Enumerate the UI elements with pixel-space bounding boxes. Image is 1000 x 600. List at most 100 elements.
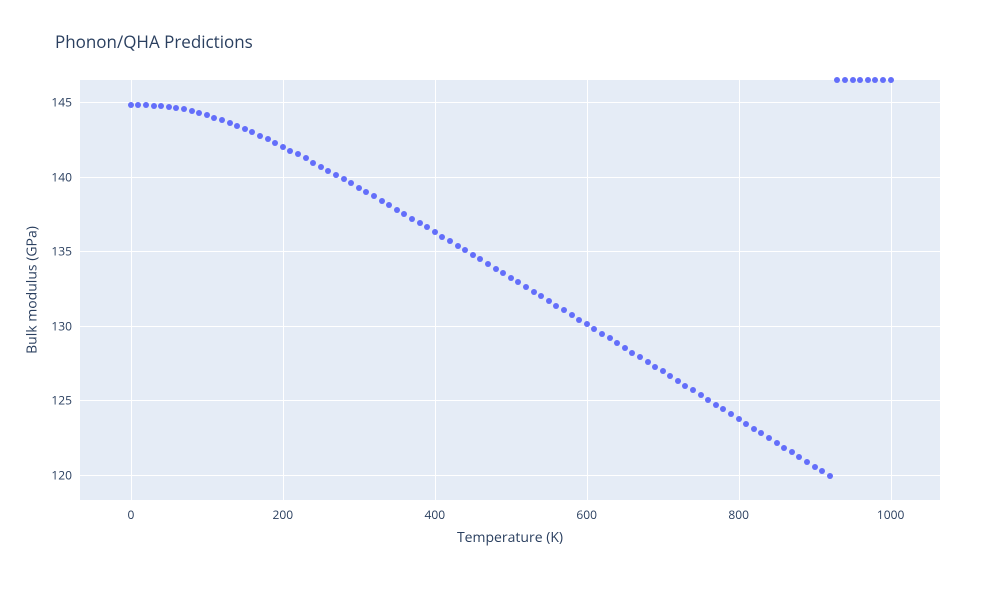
data-point[interactable] (827, 473, 833, 479)
data-point[interactable] (561, 307, 567, 313)
data-point[interactable] (462, 247, 468, 253)
data-point[interactable] (736, 416, 742, 422)
data-point[interactable] (682, 383, 688, 389)
data-point[interactable] (371, 193, 377, 199)
data-point[interactable] (508, 275, 514, 281)
data-point[interactable] (128, 102, 134, 108)
data-point[interactable] (698, 392, 704, 398)
data-point[interactable] (645, 359, 651, 365)
data-point[interactable] (287, 148, 293, 154)
data-point[interactable] (234, 123, 240, 129)
data-point[interactable] (227, 120, 233, 126)
data-point[interactable] (280, 144, 286, 150)
data-point[interactable] (151, 103, 157, 109)
data-point[interactable] (865, 77, 871, 83)
data-point[interactable] (872, 77, 878, 83)
data-point[interactable] (705, 397, 711, 403)
data-point[interactable] (812, 464, 818, 470)
data-point[interactable] (348, 180, 354, 186)
data-point[interactable] (432, 229, 438, 235)
data-point[interactable] (455, 243, 461, 249)
data-point[interactable] (242, 126, 248, 132)
data-point[interactable] (546, 298, 552, 304)
data-point[interactable] (409, 216, 415, 222)
data-point[interactable] (690, 387, 696, 393)
data-point[interactable] (888, 77, 894, 83)
data-point[interactable] (356, 185, 362, 191)
data-point[interactable] (713, 402, 719, 408)
data-point[interactable] (607, 335, 613, 341)
data-point[interactable] (325, 168, 331, 174)
data-point[interactable] (569, 312, 575, 318)
data-point[interactable] (774, 440, 780, 446)
data-point[interactable] (265, 136, 271, 142)
data-point[interactable] (333, 172, 339, 178)
data-point[interactable] (249, 129, 255, 135)
data-point[interactable] (622, 345, 628, 351)
data-point[interactable] (158, 103, 164, 109)
data-point[interactable] (850, 77, 856, 83)
data-point[interactable] (531, 289, 537, 295)
data-point[interactable] (553, 303, 559, 309)
data-point[interactable] (599, 331, 605, 337)
data-point[interactable] (257, 133, 263, 139)
data-point[interactable] (667, 373, 673, 379)
data-point[interactable] (675, 378, 681, 384)
data-point[interactable] (166, 104, 172, 110)
data-point[interactable] (758, 430, 764, 436)
data-point[interactable] (637, 354, 643, 360)
data-point[interactable] (584, 321, 590, 327)
data-point[interactable] (819, 468, 825, 474)
data-point[interactable] (493, 266, 499, 272)
data-point[interactable] (500, 270, 506, 276)
data-point[interactable] (880, 77, 886, 83)
data-point[interactable] (196, 110, 202, 116)
data-point[interactable] (272, 140, 278, 146)
data-point[interactable] (660, 368, 666, 374)
data-point[interactable] (614, 340, 620, 346)
data-point[interactable] (781, 445, 787, 451)
data-point[interactable] (652, 364, 658, 370)
data-point[interactable] (515, 279, 521, 285)
data-point[interactable] (394, 207, 400, 213)
data-point[interactable] (728, 411, 734, 417)
data-point[interactable] (424, 224, 430, 230)
data-point[interactable] (477, 256, 483, 262)
data-point[interactable] (857, 77, 863, 83)
data-point[interactable] (523, 284, 529, 290)
data-point[interactable] (804, 459, 810, 465)
data-point[interactable] (341, 176, 347, 182)
data-point[interactable] (173, 105, 179, 111)
data-point[interactable] (143, 102, 149, 108)
data-point[interactable] (576, 317, 582, 323)
data-point[interactable] (629, 350, 635, 356)
data-point[interactable] (219, 117, 225, 123)
data-point[interactable] (842, 77, 848, 83)
data-point[interactable] (181, 106, 187, 112)
data-point[interactable] (189, 108, 195, 114)
data-point[interactable] (720, 406, 726, 412)
data-point[interactable] (303, 155, 309, 161)
data-point[interactable] (211, 115, 217, 121)
data-point[interactable] (363, 189, 369, 195)
data-point[interactable] (295, 151, 301, 157)
data-point[interactable] (485, 261, 491, 267)
data-point[interactable] (470, 252, 476, 258)
data-point[interactable] (386, 202, 392, 208)
data-point[interactable] (591, 326, 597, 332)
data-point[interactable] (135, 102, 141, 108)
data-point[interactable] (401, 211, 407, 217)
data-point[interactable] (439, 234, 445, 240)
data-point[interactable] (538, 293, 544, 299)
data-point[interactable] (204, 112, 210, 118)
data-point[interactable] (310, 160, 316, 166)
data-point[interactable] (318, 164, 324, 170)
data-point[interactable] (751, 426, 757, 432)
data-point[interactable] (447, 238, 453, 244)
data-point[interactable] (743, 421, 749, 427)
data-point[interactable] (379, 198, 385, 204)
plot-area[interactable] (80, 80, 940, 500)
data-point[interactable] (834, 77, 840, 83)
data-point[interactable] (417, 220, 423, 226)
data-point[interactable] (766, 435, 772, 441)
